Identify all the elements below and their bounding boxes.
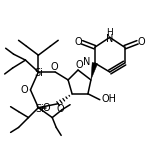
Text: OH: OH xyxy=(102,94,117,104)
Text: N: N xyxy=(83,57,90,67)
Text: Si: Si xyxy=(34,68,43,78)
Text: O: O xyxy=(56,104,64,114)
Text: N: N xyxy=(106,34,113,44)
Text: O: O xyxy=(21,85,28,95)
Text: O: O xyxy=(74,37,82,47)
Text: O: O xyxy=(75,60,83,70)
Text: Si: Si xyxy=(35,104,44,114)
Text: H: H xyxy=(106,28,113,37)
Polygon shape xyxy=(91,62,98,80)
Text: O: O xyxy=(50,62,58,72)
Text: O: O xyxy=(138,37,145,47)
Text: O: O xyxy=(42,103,50,113)
